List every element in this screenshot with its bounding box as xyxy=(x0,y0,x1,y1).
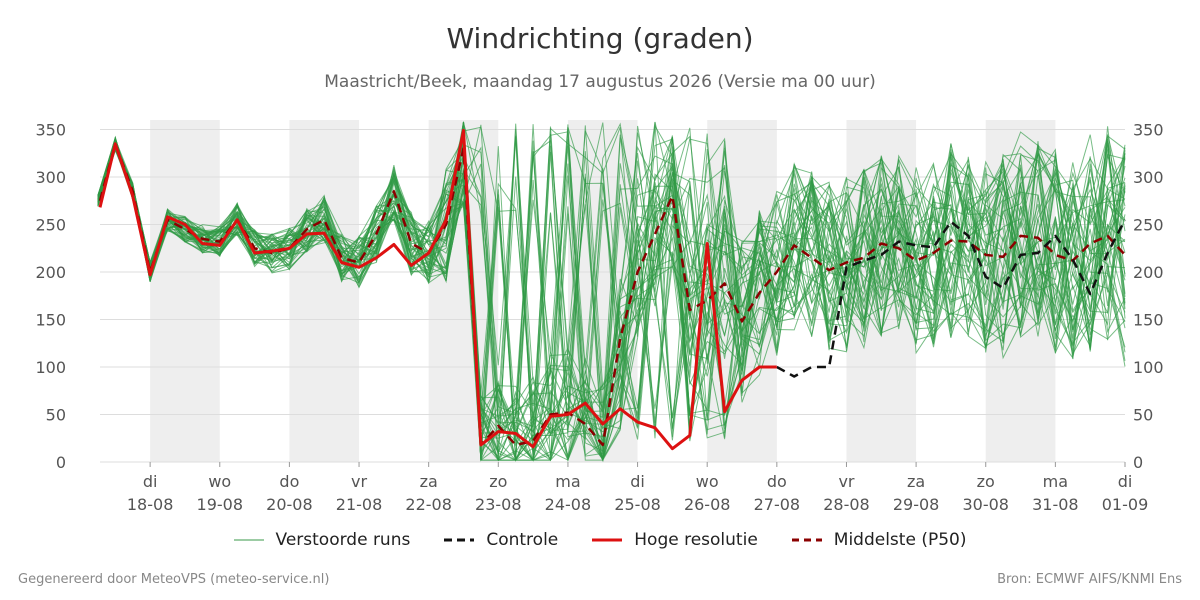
x-tick-date-1: 19-08 xyxy=(197,495,244,514)
legend-label-perturbed: Verstoorde runs xyxy=(275,530,411,550)
x-tick-date-2: 20-08 xyxy=(266,495,313,514)
series-lines xyxy=(98,128,1127,451)
chart-title: Windrichting (graden) xyxy=(446,22,754,55)
x-tick-weekday-4: za xyxy=(420,472,438,491)
x-tick-date-9: 27-08 xyxy=(754,495,801,514)
y-axis-right: 0 50 100 150 200 250 300 350 xyxy=(1133,121,1164,473)
x-tick-date-3: 21-08 xyxy=(336,495,383,514)
x-tick-weekday-5: zo xyxy=(489,472,507,491)
legend-swatch-control xyxy=(444,538,475,542)
legend-label-median: Middelste (P50) xyxy=(833,530,967,550)
ensemble-line-46 xyxy=(97,137,1126,463)
x-tick-weekday-2: do xyxy=(279,472,299,491)
x-tick-weekday-12: zo xyxy=(977,472,995,491)
x-tick-date-8: 26-08 xyxy=(684,495,731,514)
y-tick-left-350: 350 xyxy=(35,121,66,140)
x-tick-weekday-0: di xyxy=(143,472,158,491)
y-tick-left-50: 50 xyxy=(46,406,66,425)
shaded-band-0 xyxy=(150,120,220,462)
x-tick-date-7: 25-08 xyxy=(614,495,661,514)
shaded-band-1 xyxy=(289,120,360,462)
x-tick-date-0: 18-08 xyxy=(127,495,174,514)
y-tick-right-250: 250 xyxy=(1133,216,1164,235)
y-tick-left-200: 200 xyxy=(35,263,66,282)
x-tick-weekday-9: do xyxy=(767,472,787,491)
x-tick-weekday-3: vr xyxy=(351,472,367,491)
legend-label-highres: Hoge resolutie xyxy=(634,530,758,550)
ensemble-line-48 xyxy=(97,130,1126,462)
y-tick-right-150: 150 xyxy=(1133,311,1164,330)
ensemble-line-15 xyxy=(97,128,1126,462)
legend-item-highres: Hoge resolutie xyxy=(592,530,758,550)
y-tick-left-250: 250 xyxy=(35,216,66,235)
legend-swatch-median xyxy=(791,538,822,542)
x-tick-weekday-11: za xyxy=(907,472,925,491)
x-tick-date-12: 30-08 xyxy=(962,495,1009,514)
y-tick-left-0: 0 xyxy=(56,453,66,472)
x-tick-date-13: 31-08 xyxy=(1032,495,1079,514)
legend-swatch-perturbed xyxy=(233,539,264,541)
x-axis: di 18-08 wo 19-08 do 20-08 vr 21-08 za 22-08 zo 23-… xyxy=(127,462,1148,514)
series-hoge-resolutie xyxy=(98,128,777,451)
y-tick-right-350: 350 xyxy=(1133,121,1164,140)
chart-subtitle: Maastricht/Beek, maandag 17 augustus 202… xyxy=(324,72,876,92)
y-tick-right-0: 0 xyxy=(1133,453,1143,472)
x-tick-weekday-8: wo xyxy=(696,472,719,491)
y-tick-left-150: 150 xyxy=(35,311,66,330)
ensemble-line-40 xyxy=(97,136,1126,460)
legend-item-control: Controle xyxy=(444,530,558,550)
legend-item-perturbed: Verstoorde runs xyxy=(233,530,411,550)
x-tick-weekday-1: wo xyxy=(208,472,231,491)
legend-swatch-highres xyxy=(592,538,623,542)
footer-source: Bron: ECMWF AIFS/KNMI Ens xyxy=(997,572,1182,587)
x-tick-weekday-10: vr xyxy=(838,472,854,491)
wind-direction-chart: 0 50 100 150 200 250 300 350 0 50 100 150 200 250 300… xyxy=(35,120,1164,514)
y-tick-left-100: 100 xyxy=(35,358,66,377)
y-tick-right-100: 100 xyxy=(1133,358,1164,377)
y-tick-right-200: 200 xyxy=(1133,263,1164,282)
y-tick-right-50: 50 xyxy=(1133,406,1153,425)
x-tick-weekday-14: di xyxy=(1118,472,1133,491)
ensemble-line-43 xyxy=(97,141,1126,461)
x-tick-date-4: 22-08 xyxy=(405,495,452,514)
x-tick-date-5: 23-08 xyxy=(475,495,522,514)
x-tick-weekday-6: ma xyxy=(555,472,580,491)
x-tick-date-11: 29-08 xyxy=(893,495,940,514)
footer-generator: Gegenereerd door MeteoVPS (meteo-service… xyxy=(18,572,330,587)
ensemble-line-49 xyxy=(97,121,1126,462)
y-tick-right-300: 300 xyxy=(1133,168,1164,187)
series-controle xyxy=(776,219,1127,378)
legend-item-median: Middelste (P50) xyxy=(791,530,967,550)
x-tick-date-6: 24-08 xyxy=(545,495,592,514)
legend: Verstoorde runs Controle Hoge resolutie … xyxy=(0,530,1200,550)
y-axis-left: 0 50 100 150 200 250 300 350 xyxy=(35,121,66,473)
x-tick-weekday-7: di xyxy=(630,472,645,491)
y-tick-left-300: 300 xyxy=(35,168,66,187)
x-tick-date-10: 28-08 xyxy=(823,495,870,514)
ensemble-line-38 xyxy=(97,135,1126,424)
x-tick-weekday-13: ma xyxy=(1043,472,1068,491)
legend-label-control: Controle xyxy=(486,530,559,550)
ensemble-line-37 xyxy=(97,143,1126,457)
x-tick-date-14: 01-09 xyxy=(1102,495,1149,514)
